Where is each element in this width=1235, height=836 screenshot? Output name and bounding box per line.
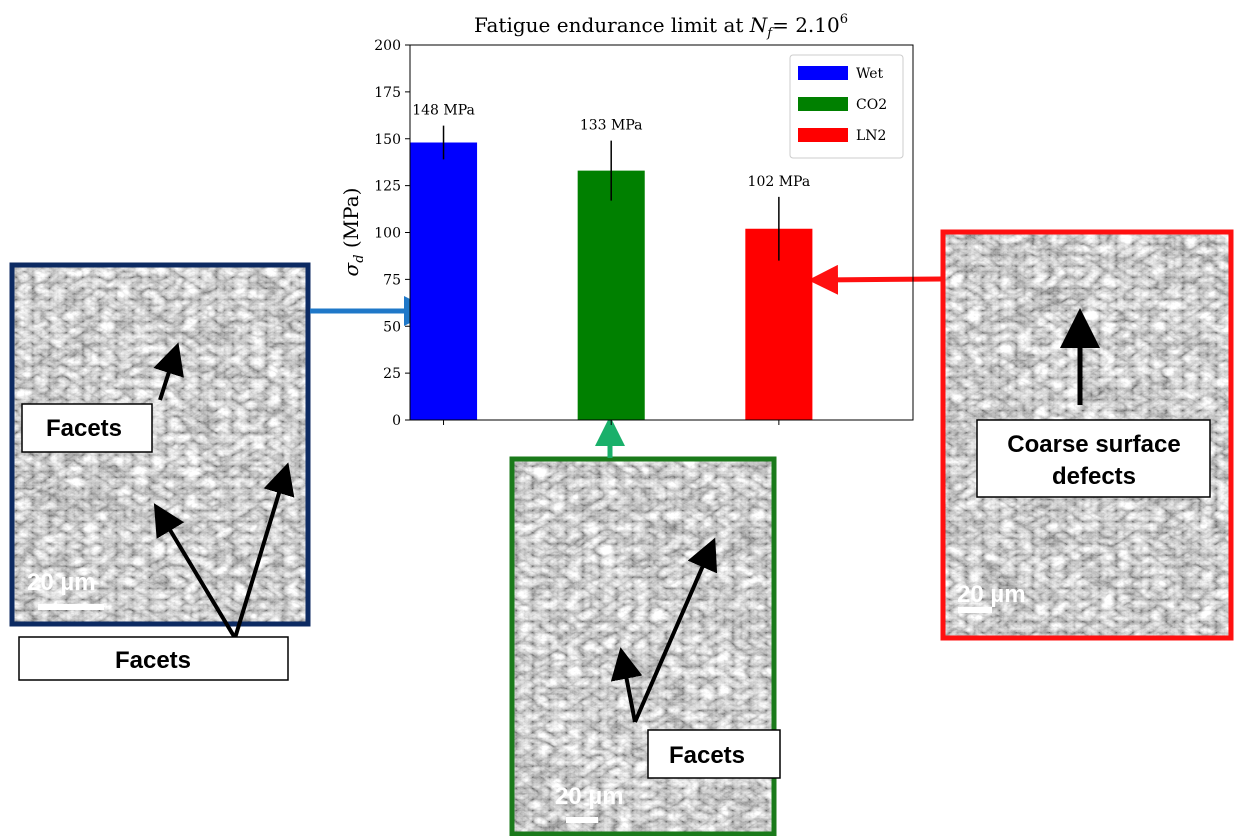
value-label: 102 MPa bbox=[748, 174, 811, 190]
bar bbox=[410, 142, 478, 420]
value-label: 133 MPa bbox=[580, 118, 643, 134]
panel-frame bbox=[509, 456, 777, 836]
bar bbox=[577, 170, 645, 420]
axes-frame bbox=[409, 44, 914, 421]
y-tick-label: 25 bbox=[383, 366, 401, 382]
value-label: 148 MPa bbox=[412, 103, 475, 119]
arrow bbox=[233, 462, 295, 639]
y-tick-label: 150 bbox=[374, 132, 401, 148]
legend-swatch bbox=[798, 97, 848, 111]
scale-label: 20 µm bbox=[27, 569, 96, 596]
title-part: N bbox=[749, 13, 769, 37]
scale-label: 20 µm bbox=[957, 581, 1026, 608]
y-tick-label: 100 bbox=[374, 226, 401, 242]
label-box bbox=[21, 403, 153, 453]
scale-label: 20 µm bbox=[555, 783, 624, 810]
arrow bbox=[153, 342, 184, 401]
panel-label: Coarse surface bbox=[1007, 431, 1180, 458]
panel-label: Facets bbox=[669, 742, 745, 769]
scale-bar bbox=[958, 607, 992, 613]
legend-swatch bbox=[798, 128, 848, 142]
legend-label: Wet bbox=[856, 66, 884, 82]
scale-bar bbox=[38, 604, 104, 610]
panel-frame bbox=[9, 262, 311, 627]
arrow bbox=[153, 503, 237, 640]
connector-arrow bbox=[808, 264, 942, 295]
y-tick-label: 50 bbox=[383, 319, 401, 335]
title-part: Fatigue endurance limit at bbox=[474, 13, 750, 37]
label-box bbox=[976, 419, 1211, 498]
ylabel-part: (MPa) bbox=[339, 188, 363, 255]
y-tick-label: 200 bbox=[374, 38, 401, 54]
title-part: f bbox=[766, 26, 774, 41]
title-part: = 2.10 bbox=[772, 13, 840, 37]
scale-bar bbox=[566, 817, 598, 823]
legend-label: LN2 bbox=[856, 128, 886, 144]
ylabel-part: σ bbox=[339, 261, 363, 276]
label-box bbox=[647, 729, 781, 779]
y-tick-label: 175 bbox=[374, 85, 401, 101]
y-tick-label: 0 bbox=[392, 413, 401, 429]
chart-title: Fatigue endurance limit at Nf= 2.106 bbox=[474, 12, 848, 41]
arrow bbox=[610, 647, 643, 723]
legend-label: CO2 bbox=[856, 97, 887, 113]
title-part: 6 bbox=[840, 12, 848, 27]
ylabel-part: d bbox=[352, 254, 367, 262]
panel-label: Facets bbox=[46, 415, 122, 442]
panel-label: Facets bbox=[115, 647, 191, 674]
panel-frame bbox=[940, 229, 1234, 641]
arrow bbox=[633, 537, 718, 723]
left-panel: Facets 20 µm Facets bbox=[9, 262, 311, 681]
label-box bbox=[18, 636, 289, 681]
middle-panel: Facets 20 µm bbox=[509, 456, 781, 836]
right-panel: Coarse surface defects 20 µm bbox=[940, 229, 1234, 641]
y-axis-label: σd (MPa) bbox=[339, 188, 367, 277]
panel-label: defects bbox=[1052, 463, 1136, 490]
legend-swatch bbox=[798, 66, 848, 80]
bar-chart: Fatigue endurance limit at Nf= 2.106 σd … bbox=[339, 12, 914, 429]
y-tick-label: 75 bbox=[383, 272, 401, 288]
y-tick-label: 125 bbox=[374, 179, 401, 195]
